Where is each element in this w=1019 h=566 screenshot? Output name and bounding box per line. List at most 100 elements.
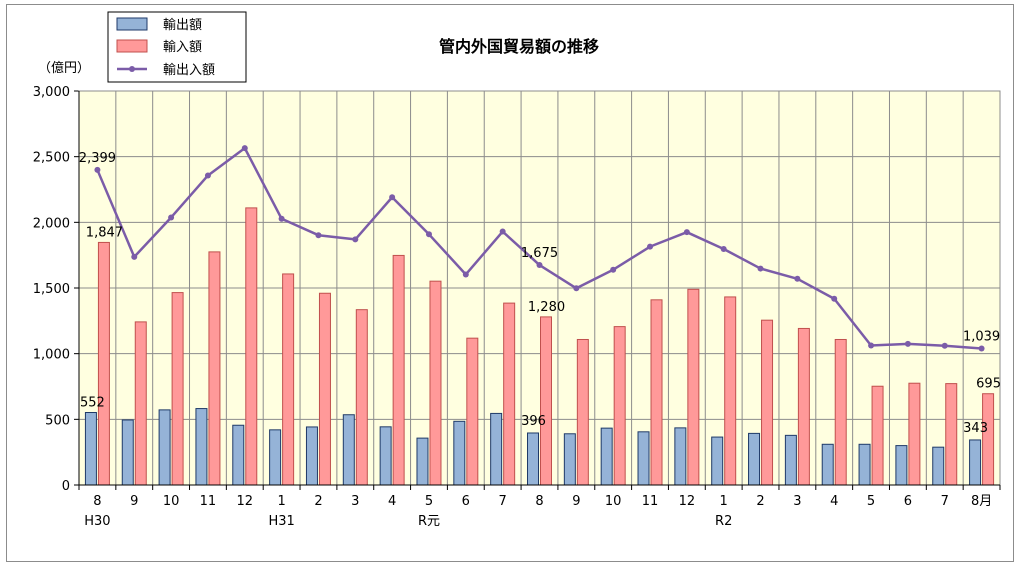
total-point	[573, 285, 580, 292]
export-bar	[711, 436, 724, 486]
x-tick-label: 5	[425, 494, 433, 509]
export-bar	[379, 426, 392, 486]
total-point	[720, 245, 727, 252]
legend-swatch-export	[116, 17, 148, 31]
data-label: 695	[976, 377, 1001, 392]
total-point	[610, 266, 617, 273]
data-label: 1,280	[528, 300, 565, 315]
export-bar	[158, 409, 171, 486]
data-label: 1,039	[963, 330, 1000, 345]
total-point	[241, 145, 248, 152]
legend-label-import: 輸入額	[163, 40, 202, 55]
import-bar	[171, 292, 184, 486]
x-tick-label: 1	[720, 494, 728, 509]
import-bar	[871, 385, 884, 486]
total-point	[499, 228, 506, 235]
data-label: 396	[521, 414, 546, 429]
import-bar	[834, 338, 847, 486]
y-axis-unit: （億円）	[38, 60, 90, 76]
y-tick-label: 500	[45, 413, 70, 428]
export-bar	[232, 424, 245, 486]
export-bar	[121, 419, 134, 486]
x-tick-label: 10	[605, 494, 622, 509]
total-point	[978, 345, 985, 352]
total-point	[204, 172, 211, 179]
era-label: R2	[715, 514, 732, 529]
import-bar	[576, 338, 589, 486]
import-bar	[245, 207, 258, 486]
import-bar	[355, 309, 368, 486]
x-tick-label: 4	[830, 494, 838, 509]
export-bar	[784, 434, 797, 486]
export-bar	[269, 429, 282, 486]
era-label: R元	[418, 514, 440, 529]
data-label: 1,847	[86, 225, 123, 240]
x-tick-label: 10	[163, 494, 180, 509]
y-tick-label: 1,000	[33, 348, 70, 363]
total-point	[389, 194, 396, 201]
export-bar	[821, 443, 834, 486]
y-tick-label: 2,000	[33, 216, 70, 231]
x-tick-label: 9	[130, 494, 138, 509]
total-point	[131, 253, 138, 260]
bars	[84, 207, 995, 486]
data-label: 2,399	[79, 151, 116, 166]
x-tick-label: 12	[679, 494, 696, 509]
x-tick-label: 5	[867, 494, 875, 509]
y-tick-label: 1,500	[33, 282, 70, 297]
export-bar	[563, 433, 576, 486]
x-tick-label: 2	[314, 494, 322, 509]
total-point	[462, 271, 469, 278]
total-point	[904, 340, 911, 347]
import-bar	[392, 254, 405, 486]
x-tick-label: 3	[793, 494, 801, 509]
data-labels: 2,399 1,847 552 1,675 1,280 396 1,039 695 343	[79, 151, 1001, 436]
legend-label-total: 輸出入額	[163, 63, 215, 78]
import-bar	[318, 292, 331, 486]
import-bar	[797, 327, 810, 486]
import-bar	[724, 296, 737, 486]
export-bar	[195, 408, 208, 486]
total-point	[794, 275, 801, 282]
x-tick-label: 6	[904, 494, 912, 509]
total-point	[168, 214, 175, 221]
total-point	[647, 243, 654, 250]
data-label: 343	[963, 421, 988, 436]
x-tick-label: 2	[756, 494, 764, 509]
export-bar	[453, 420, 466, 486]
data-label: 1,675	[521, 246, 558, 261]
data-label: 552	[80, 396, 105, 411]
total-point	[425, 231, 432, 238]
export-bar	[748, 432, 761, 486]
import-bar	[97, 241, 110, 486]
export-bar	[895, 445, 908, 486]
x-tick-label: 11	[642, 494, 659, 509]
y-tick-label: 3,000	[33, 85, 70, 100]
export-bar	[637, 431, 650, 486]
legend-swatch-import	[116, 39, 148, 53]
total-point	[352, 236, 359, 243]
total-point	[683, 229, 690, 236]
import-bar	[613, 326, 626, 486]
export-bar	[342, 414, 355, 486]
import-bar	[466, 337, 479, 486]
x-tick-label: 3	[351, 494, 359, 509]
import-bar	[908, 382, 921, 486]
x-tick-label: 7	[941, 494, 949, 509]
x-tick-label: 4	[388, 494, 396, 509]
export-bar	[858, 443, 871, 486]
x-tick-label: 8月	[971, 494, 992, 509]
import-bar	[134, 321, 147, 486]
legend: 輸出額 輸入額 輸出入額	[107, 11, 247, 83]
import-bar	[429, 280, 442, 486]
x-tick-label: 12	[237, 494, 254, 509]
export-bar	[600, 427, 613, 486]
y-tick-label: 2,500	[33, 151, 70, 166]
export-bar	[305, 426, 318, 486]
export-bar	[416, 437, 429, 486]
x-tick-label: 7	[499, 494, 507, 509]
import-bar	[282, 273, 295, 486]
total-point	[94, 166, 101, 173]
